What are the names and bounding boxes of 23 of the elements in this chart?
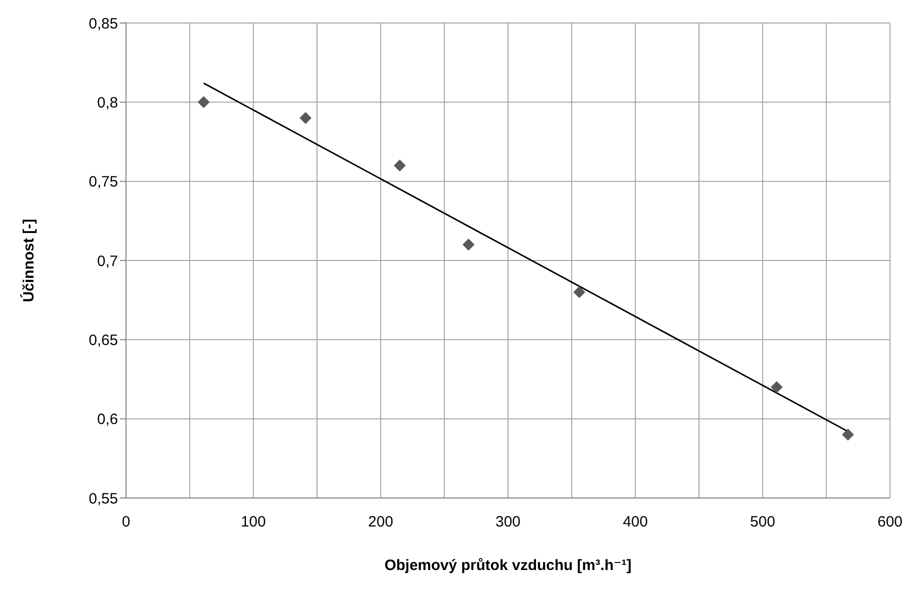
- x-tick-label: 600: [877, 514, 903, 531]
- y-tick-label: 0,8: [97, 94, 118, 112]
- y-axis-title: Účinnost [-]: [19, 218, 38, 302]
- x-tick-label: 400: [622, 514, 648, 531]
- point: [842, 428, 854, 441]
- point: [300, 112, 312, 124]
- x-tick-label: 100: [240, 514, 266, 531]
- y-tick-label: 0,75: [88, 174, 118, 191]
- point: [462, 238, 475, 251]
- point: [198, 96, 210, 108]
- y-tick-label: 0,6: [97, 411, 118, 428]
- y-tick-label: 0,7: [97, 252, 118, 270]
- x-tick-label: 200: [368, 514, 394, 531]
- x-tick-label: 500: [750, 514, 776, 531]
- y-tick-label: 0,85: [88, 15, 118, 32]
- y-tick-label: 0,55: [88, 490, 118, 508]
- x-tick-label: 0: [122, 514, 130, 531]
- y-tick-label: 0,65: [88, 332, 118, 349]
- x-tick-label: 300: [495, 514, 521, 531]
- point: [573, 286, 586, 298]
- point: [394, 160, 406, 172]
- point: [770, 381, 783, 394]
- x-axis-title: Objemový průtok vzduchu [m³.h⁻¹]: [384, 557, 632, 574]
